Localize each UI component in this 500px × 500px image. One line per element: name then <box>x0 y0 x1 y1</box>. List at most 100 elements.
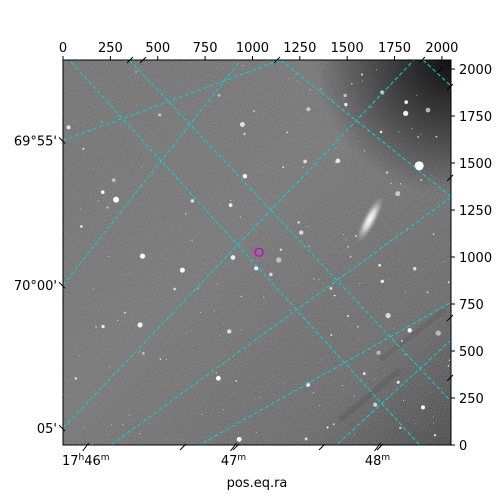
y-pixel-tick-label: 0 <box>459 439 467 454</box>
star <box>335 158 341 164</box>
star <box>279 248 283 252</box>
star <box>111 424 113 426</box>
dec-tick <box>58 281 66 289</box>
star <box>222 323 224 325</box>
y-pixel-tick-label: 1750 <box>459 110 492 125</box>
star <box>430 175 432 177</box>
grid-edge-tick <box>446 314 454 322</box>
star <box>353 434 355 436</box>
star <box>230 255 236 260</box>
star <box>240 295 243 298</box>
star <box>128 414 130 416</box>
star <box>173 287 176 291</box>
star <box>109 366 111 368</box>
grid-edge-tick <box>376 443 384 451</box>
star <box>309 89 311 91</box>
grid-line <box>335 339 451 445</box>
star <box>158 113 162 117</box>
x-pixel-tick-label: 250 <box>98 41 123 56</box>
star <box>66 125 71 130</box>
star <box>135 71 137 73</box>
star <box>141 351 145 355</box>
star <box>321 359 323 361</box>
star <box>219 202 221 204</box>
y-pixel-tick-label: 500 <box>459 345 484 360</box>
star <box>333 294 336 297</box>
dec-tick-label: 69°55' <box>14 134 57 149</box>
star <box>117 319 119 322</box>
axes: 0 250 500 750 1000 1250 1500 1750 2000 0 250 500 750… <box>14 41 492 469</box>
star <box>313 278 315 280</box>
star <box>398 131 400 133</box>
x-pixel-tick-label: 1500 <box>331 41 364 56</box>
star <box>376 350 381 355</box>
grid-line <box>63 60 242 286</box>
star <box>253 110 256 113</box>
x-axis-label: pos.eq.ra <box>227 476 288 491</box>
grid-edge-tick <box>318 443 326 451</box>
star <box>320 88 322 90</box>
sky-image <box>63 60 451 445</box>
bright-star <box>254 266 259 271</box>
star <box>304 437 308 441</box>
star <box>259 397 261 399</box>
grid-line <box>128 60 451 403</box>
y-pixel-tick-label: 2000 <box>459 63 492 78</box>
grid-edge-tick <box>446 374 454 382</box>
star <box>432 233 435 235</box>
star <box>345 239 347 241</box>
star <box>108 256 110 258</box>
star <box>312 392 314 394</box>
star <box>357 325 359 328</box>
star <box>228 203 233 208</box>
galaxy <box>355 195 385 244</box>
star <box>101 120 103 123</box>
ra-tick-label: 47m <box>221 453 246 469</box>
plot-frame <box>62 59 452 446</box>
bright-star <box>236 436 242 442</box>
star <box>443 260 445 262</box>
grid-edge-tick <box>179 443 187 451</box>
x-pixel-tick-label: 1250 <box>283 41 316 56</box>
star <box>415 423 417 425</box>
star <box>97 200 100 202</box>
x-pixel-tick-label: 2000 <box>425 41 458 56</box>
star <box>341 384 343 386</box>
star <box>190 199 195 203</box>
star <box>306 225 309 228</box>
star <box>435 135 438 138</box>
star <box>303 159 307 164</box>
star <box>447 281 450 284</box>
star <box>302 166 304 168</box>
star <box>330 334 333 337</box>
ra-tick <box>230 442 237 452</box>
bright-star <box>139 253 146 259</box>
dark-streak <box>338 367 402 423</box>
grid-edge-tick <box>126 56 134 64</box>
grid-edge-tick <box>232 443 240 451</box>
star <box>297 221 300 224</box>
star <box>378 263 381 267</box>
star <box>282 166 285 169</box>
dec-tick <box>58 424 66 432</box>
star <box>373 402 378 407</box>
star <box>227 329 232 334</box>
y-pixel-tick-label: 1250 <box>459 204 492 219</box>
star <box>184 213 187 215</box>
star <box>334 161 337 164</box>
star <box>269 272 273 277</box>
star <box>373 378 375 380</box>
star <box>288 78 290 80</box>
star-field <box>63 65 451 445</box>
star <box>401 339 403 342</box>
dec-tick-label: 05' <box>37 422 57 437</box>
star <box>306 107 311 112</box>
star <box>404 100 409 104</box>
star <box>395 191 401 197</box>
star <box>73 120 75 122</box>
star <box>447 365 450 367</box>
grid-edge-tick <box>436 66 444 74</box>
star <box>343 234 345 236</box>
bright-star <box>414 161 424 171</box>
star <box>375 69 377 71</box>
